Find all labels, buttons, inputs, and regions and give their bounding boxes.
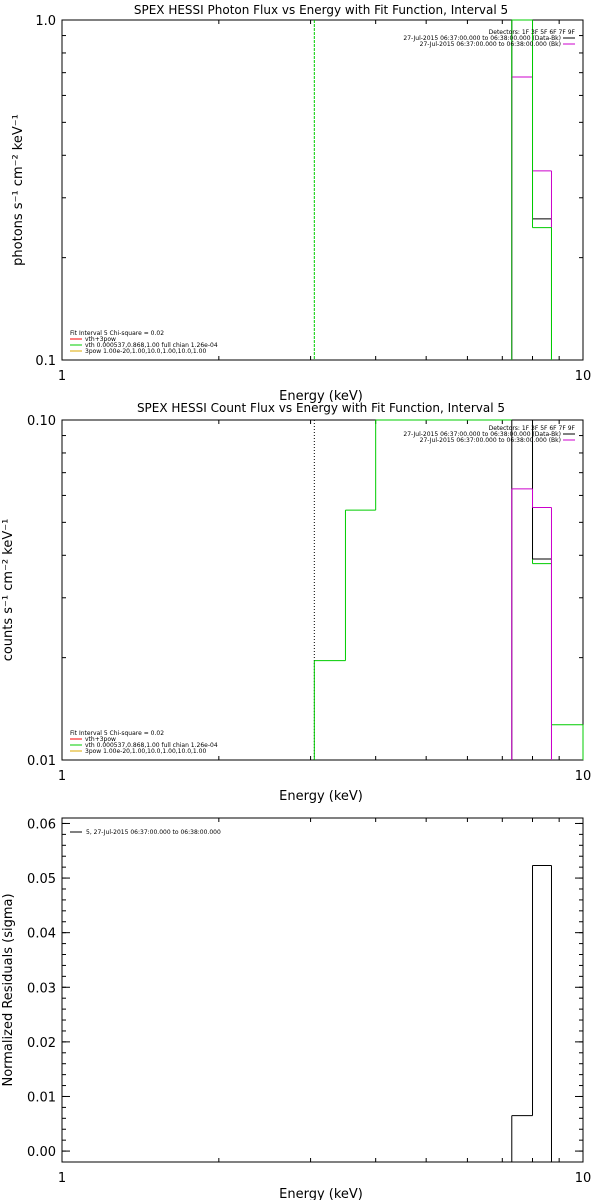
count-x-tick-label: 1 [58,769,66,784]
residuals-y-tick-label: 0.06 [27,817,56,832]
count-y-tick-label: 0.10 [27,414,56,429]
count-y-tick-label: 0.01 [27,754,56,769]
count-flux-panel: SPEX HESSI Count Flux vs Energy with Fit… [1,401,591,804]
count-legend-bottom-left: Fit Interval 5 Chi-square = 0.02 vth+3po… [70,730,218,755]
photon-y-tick-label: 0.1 [35,354,56,369]
count-legend-vth: vth 0.000537,0.868,1.00 full chian 1.26e… [85,742,218,749]
residuals-y-tick-label: 0.05 [27,872,56,887]
photon-legend-data-bk: 27-Jul-2015 06:37:00.000 to 06:38:00.000… [403,35,561,42]
residuals-ticks: 1 10 0.00 0.01 0.02 0.03 0.04 0.05 0.06 [27,817,591,1186]
count-legend-detectors: Detectors: 1F 3F 5F 6F 7F 9F [489,425,576,432]
residuals-legend-top-left: 5, 27-Jul-2015 06:37:00.000 to 06:38:00.… [70,829,221,836]
residuals-plot-frame [61,817,584,1163]
count-x-tick-label: 10 [575,769,592,784]
count-legend-data-bk: 27-Jul-2015 06:37:00.000 to 06:38:00.000… [403,431,561,438]
residuals-panel: Energy (keV) Normalized Residuals (sigma… [1,817,591,1202]
photon-x-axis-label: Energy (keV) [279,389,363,404]
residuals-y-tick-label: 0.01 [27,1090,56,1105]
photon-legend-vth: vth 0.000537,0.868,1.00 full chian 1.26e… [85,342,218,349]
residuals-marks [511,865,552,1162]
residuals-y-tick-label: 0.00 [27,1145,56,1160]
count-x-axis-label: Energy (keV) [279,789,363,804]
count-legend-fit-interval: Fit Interval 5 Chi-square = 0.02 [70,730,164,737]
residuals-x-axis-label: Energy (keV) [279,1187,363,1200]
residuals-y-tick-label: 0.03 [27,981,56,996]
count-y-axis-label: counts s⁻¹ cm⁻² keV⁻¹ [1,519,16,662]
photon-legend-bk: 27-Jul-2015 06:37:00.000 to 06:38:00.000… [420,41,561,48]
photon-panel-title: SPEX HESSI Photon Flux vs Energy with Fi… [134,3,508,17]
count-legend-top-right: Detectors: 1F 3F 5F 6F 7F 9F 27-Jul-2015… [403,425,575,444]
photon-marks [313,19,552,360]
photon-legend-detectors: Detectors: 1F 3F 5F 6F 7F 9F [489,29,576,36]
count-legend-total: vth+3pow [85,736,116,743]
residuals-y-axis-label: Normalized Residuals (sigma) [1,893,16,1086]
photon-x-tick-label: 10 [575,369,592,384]
count-plot-frame [61,419,584,761]
residuals-x-tick-label: 10 [575,1171,592,1186]
count-legend-bk: 27-Jul-2015 06:37:00.000 to 06:38:00.000… [420,437,561,444]
photon-y-tick-label: 1.0 [35,14,56,29]
residuals-y-tick-label: 0.02 [27,1036,56,1051]
residuals-legend-label: 5, 27-Jul-2015 06:37:00.000 to 06:38:00.… [86,829,221,836]
photon-legend-total: vth+3pow [85,336,116,343]
photon-x-tick-label: 1 [58,369,66,384]
residuals-x-tick-label: 1 [58,1171,66,1186]
photon-legend-bottom-left: Fit Interval 5 Chi-square = 0.02 vth+3po… [70,330,218,355]
photon-ticks: 1 10 0.1 1.0 [35,14,591,384]
photon-plot-frame [61,19,584,361]
photon-legend-3pow: 3pow 1.00e-20,1.00,10.0,1.00,10.0,1.00 [85,348,206,355]
count-legend-3pow: 3pow 1.00e-20,1.00,10.0,1.00,10.0,1.00 [85,748,206,755]
photon-y-axis-label: photons s⁻¹ cm⁻² keV⁻¹ [11,114,26,266]
photon-legend-top-right: Detectors: 1F 3F 5F 6F 7F 9F 27-Jul-2015… [403,29,575,48]
residuals-y-tick-label: 0.04 [27,927,56,942]
count-ticks: 1 10 0.01 0.10 [27,414,591,784]
count-panel-title: SPEX HESSI Count Flux vs Energy with Fit… [137,401,505,415]
photon-flux-panel: SPEX HESSI Photon Flux vs Energy with Fi… [11,3,591,404]
photon-legend-fit-interval: Fit Interval 5 Chi-square = 0.02 [70,330,164,337]
count-marks [313,419,584,760]
